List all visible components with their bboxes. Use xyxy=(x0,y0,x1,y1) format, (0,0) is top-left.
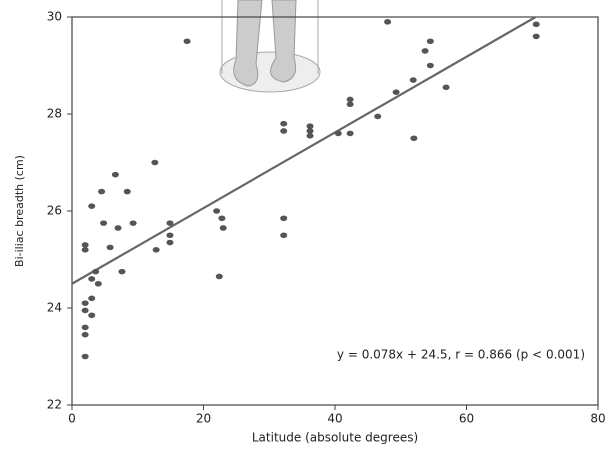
data-point xyxy=(346,101,354,108)
data-point xyxy=(306,128,314,134)
data-point xyxy=(81,331,89,338)
y-axis-label: Bi-iliac breadth (cm) xyxy=(13,155,26,267)
x-tick-label: 20 xyxy=(196,412,211,426)
data-point xyxy=(306,123,314,129)
data-point xyxy=(111,171,119,178)
data-point xyxy=(166,232,174,239)
data-point xyxy=(374,113,382,120)
data-point xyxy=(98,188,106,195)
data-point xyxy=(106,244,114,251)
data-point xyxy=(280,232,288,239)
data-point xyxy=(442,84,450,91)
data-point xyxy=(306,133,314,139)
data-point xyxy=(81,353,89,360)
data-point xyxy=(280,215,288,222)
data-point xyxy=(421,48,429,54)
data-point xyxy=(410,135,418,142)
data-point xyxy=(218,215,226,222)
data-point xyxy=(384,19,392,25)
data-point xyxy=(346,96,354,103)
data-point xyxy=(346,130,354,137)
data-point xyxy=(81,247,89,253)
data-point xyxy=(81,307,89,314)
illustration xyxy=(219,0,321,93)
data-point xyxy=(88,276,96,282)
data-point xyxy=(94,280,102,287)
data-point xyxy=(88,295,96,302)
data-point xyxy=(392,89,400,95)
data-point xyxy=(152,247,160,253)
data-point xyxy=(280,128,288,134)
data-point xyxy=(151,159,159,166)
data-point xyxy=(219,225,227,231)
data-point xyxy=(426,38,434,45)
data-point xyxy=(166,220,174,226)
data-point xyxy=(123,188,131,195)
y-tick-label: 26 xyxy=(47,204,62,218)
data-point xyxy=(213,208,221,214)
y-tick-label: 24 xyxy=(47,301,62,315)
data-point xyxy=(81,300,89,306)
data-point xyxy=(114,225,122,231)
data-point xyxy=(81,242,89,248)
y-tick-label: 28 xyxy=(47,107,62,121)
data-point xyxy=(88,203,96,209)
x-tick-label: 40 xyxy=(327,412,342,426)
x-tick-label: 80 xyxy=(590,412,605,426)
data-point xyxy=(280,120,288,127)
data-point xyxy=(532,33,540,40)
data-point xyxy=(118,268,126,275)
data-point xyxy=(88,312,96,319)
trend-line xyxy=(71,16,537,285)
data-point xyxy=(129,220,137,226)
y-tick-label: 22 xyxy=(47,398,62,412)
x-axis-label: Latitude (absolute degrees) xyxy=(252,431,418,445)
data-point xyxy=(100,220,108,226)
data-point xyxy=(166,239,174,246)
data-point xyxy=(334,130,342,137)
data-point xyxy=(81,324,89,331)
data-point xyxy=(215,273,223,280)
data-point xyxy=(92,268,100,275)
annotation: y = 0.078x + 24.5, r = 0.866 (p < 0.001) xyxy=(337,348,585,362)
x-tick-label: 0 xyxy=(68,412,76,426)
x-tick-label: 60 xyxy=(459,412,474,426)
data-point xyxy=(426,62,434,69)
data-point xyxy=(532,21,540,28)
y-tick-label: 30 xyxy=(47,10,62,24)
data-point xyxy=(409,77,417,83)
data-point xyxy=(183,38,191,45)
